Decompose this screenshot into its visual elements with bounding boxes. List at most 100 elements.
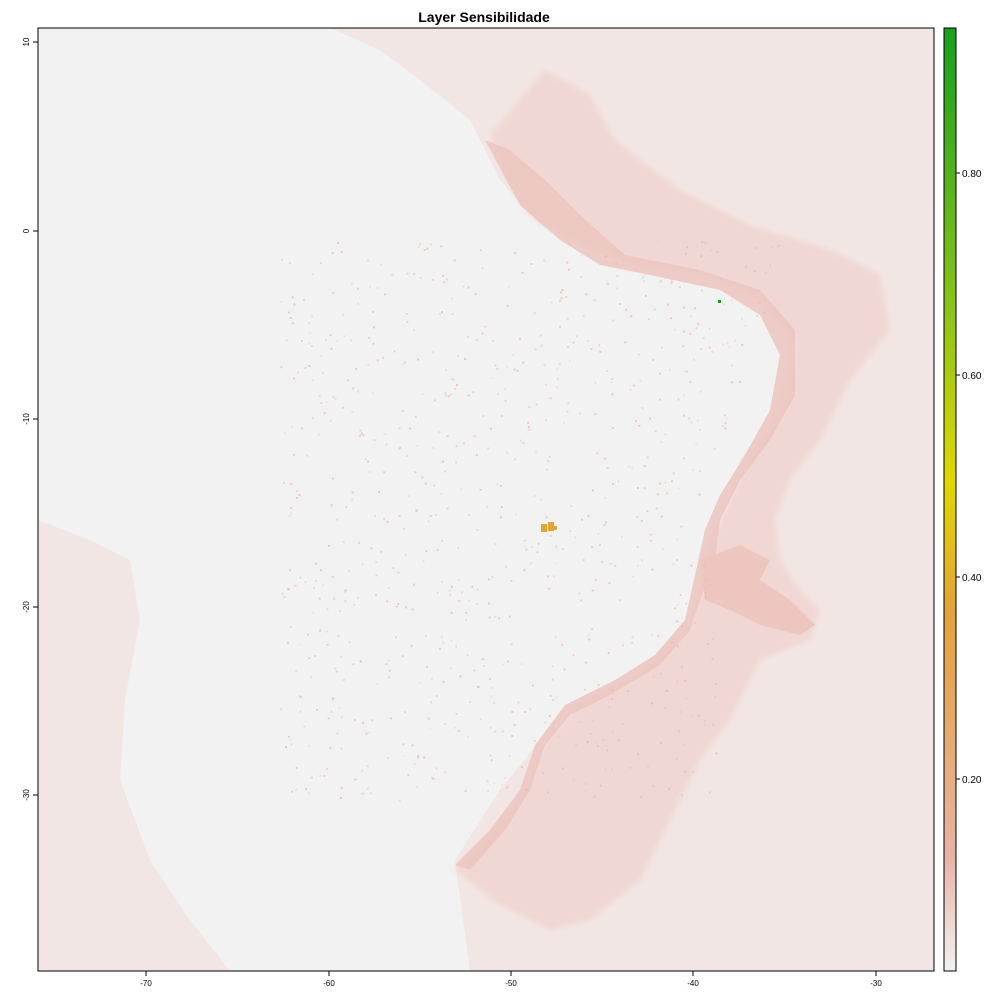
speckle-cell <box>389 717 392 720</box>
speckle-cell <box>722 343 725 346</box>
speckle-cell <box>433 399 436 402</box>
speckle-cell <box>415 444 418 447</box>
speckle-cell <box>660 515 663 518</box>
speckle-cell <box>373 326 375 329</box>
speckle-cell <box>494 543 497 546</box>
speckle-cell <box>703 564 705 567</box>
speckle-cell <box>692 469 694 472</box>
speckle-cell <box>553 575 556 578</box>
speckle-cell <box>711 600 714 603</box>
speckle-cell <box>695 327 698 330</box>
speckle-cell <box>591 628 594 631</box>
speckle-cell <box>420 477 423 480</box>
speckle-cell <box>745 265 747 268</box>
speckle-cell <box>425 665 428 668</box>
speckle-cell <box>313 587 315 589</box>
speckle-cell <box>676 538 678 541</box>
speckle-cell <box>371 719 374 722</box>
speckle-cell <box>288 735 290 738</box>
speckle-cell <box>537 542 540 545</box>
speckle-cell <box>559 325 562 328</box>
speckle-cell <box>659 372 661 375</box>
speckle-cell <box>603 523 606 526</box>
speckle-cell <box>545 419 548 422</box>
speckle-cell <box>494 615 497 618</box>
speckle-cell <box>636 546 639 549</box>
speckle-cell <box>319 355 322 357</box>
speckle-cell <box>616 274 619 277</box>
speckle-cell <box>511 710 514 713</box>
speckle-cell <box>699 390 702 393</box>
speckle-cell <box>643 465 646 467</box>
speckle-cell <box>280 301 283 303</box>
speckle-cell <box>587 339 590 342</box>
speckle-cell <box>383 517 386 520</box>
speckle-cell <box>402 743 405 746</box>
speckle-cell <box>439 647 441 650</box>
speckle-cell <box>398 447 401 450</box>
speckle-cell <box>323 774 326 777</box>
speckle-cell <box>755 247 758 249</box>
speckle-cell <box>283 481 285 484</box>
speckle-cell <box>758 301 761 304</box>
speckle-cell <box>500 415 503 417</box>
speckle-cell <box>612 319 615 322</box>
speckle-cell <box>315 579 318 582</box>
speckle-cell <box>451 313 454 316</box>
speckle-cell <box>476 528 479 531</box>
speckle-cell <box>381 469 384 472</box>
speckle-cell <box>724 414 726 417</box>
speckle-cell <box>627 690 630 693</box>
speckle-cell <box>424 482 427 485</box>
speckle-cell <box>680 525 683 528</box>
speckle-cell <box>397 603 400 605</box>
speckle-cell <box>563 668 566 671</box>
speckle-cell <box>593 299 596 302</box>
speckle-cell <box>295 766 298 769</box>
speckle-cell <box>625 308 628 311</box>
speckle-cell <box>713 447 716 450</box>
speckle-cell <box>617 739 620 742</box>
speckle-cell <box>606 369 609 372</box>
speckle-cell <box>417 358 420 361</box>
legend-tick-label-2: 0.40 <box>962 573 982 584</box>
y-tick-2: 0 <box>22 228 38 233</box>
speckle-cell <box>375 561 378 563</box>
speckle-cell <box>450 585 453 588</box>
speckle-cell <box>493 782 496 785</box>
legend-tick-4: 0.80 <box>956 169 982 180</box>
speckle-cell <box>467 286 470 289</box>
speckle-cell <box>319 262 322 265</box>
speckle-cell <box>590 733 593 736</box>
speckle-cell <box>438 431 441 434</box>
speckle-cell <box>462 285 465 288</box>
speckle-cell <box>331 576 334 578</box>
speckle-cell <box>671 279 674 282</box>
speckle-cell <box>421 476 424 478</box>
speckle-cell <box>489 677 492 680</box>
speckle-cell <box>290 512 292 515</box>
speckle-cell <box>707 643 710 645</box>
speckle-cell <box>442 274 445 277</box>
speckle-cell <box>473 435 476 438</box>
speckle-cell <box>368 336 371 339</box>
speckle-cell <box>664 481 667 484</box>
speckle-cell <box>333 597 336 600</box>
speckle-cell <box>446 507 449 510</box>
speckle-cell <box>352 387 354 390</box>
speckle-cell <box>533 494 536 497</box>
speckle-cell <box>366 765 369 768</box>
speckle-cell <box>405 606 408 609</box>
speckle-cell <box>619 599 622 602</box>
speckle-cell <box>655 507 658 510</box>
speckle-cell <box>320 569 323 572</box>
speckle-cell <box>354 778 357 781</box>
speckle-cell <box>340 747 343 750</box>
speckle-cell <box>441 580 443 583</box>
speckle-cell <box>597 745 599 747</box>
speckle-cell <box>429 728 432 731</box>
speckle-cell <box>289 569 291 572</box>
speckle-cell <box>523 711 526 713</box>
speckle-cell <box>651 702 654 705</box>
speckle-cell <box>467 394 470 397</box>
